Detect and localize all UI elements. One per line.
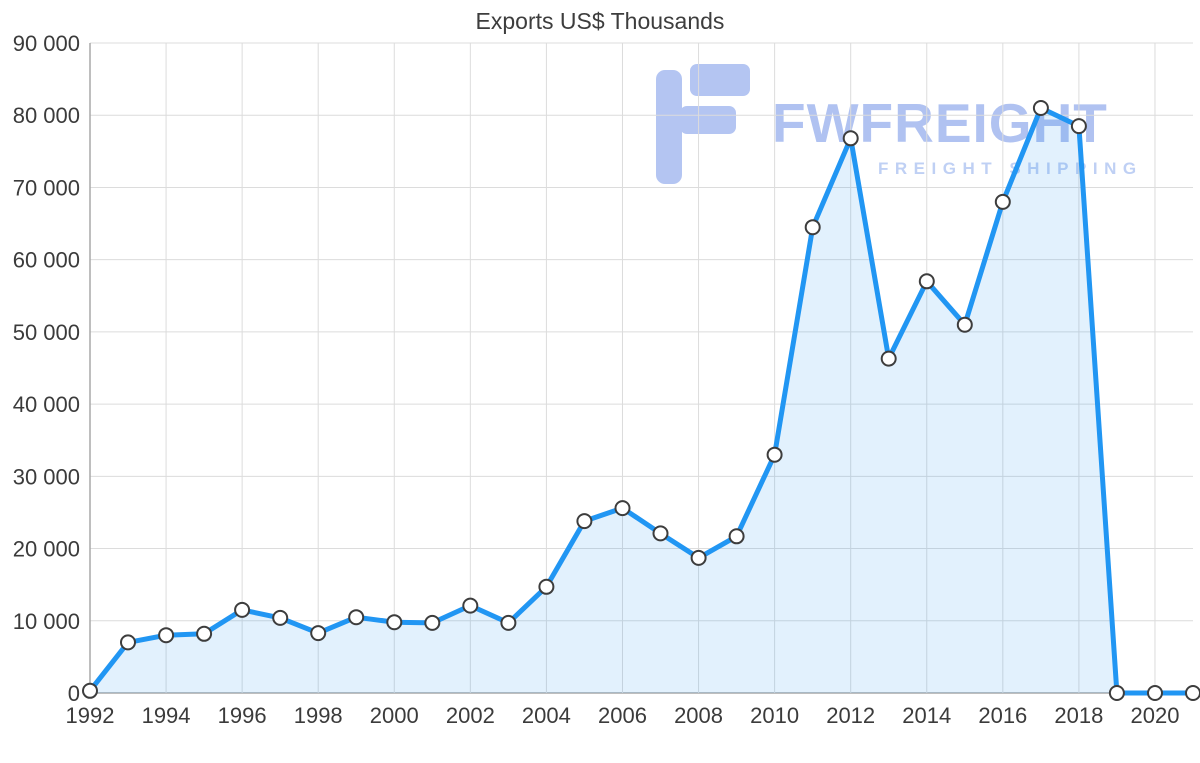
y-axis-tick-label: 30 000 <box>13 464 80 489</box>
data-point[interactable] <box>348 609 365 626</box>
data-point[interactable] <box>462 597 479 614</box>
x-axis-tick-label: 1998 <box>294 703 343 728</box>
data-point[interactable] <box>310 625 327 642</box>
data-point[interactable] <box>842 130 859 147</box>
chart-title: Exports US$ Thousands <box>475 8 725 34</box>
x-axis-tick-label: 2008 <box>674 703 723 728</box>
data-point[interactable] <box>728 528 745 545</box>
x-axis-tick-label: 2012 <box>826 703 875 728</box>
x-axis-tick-label: 1994 <box>142 703 191 728</box>
x-axis-tick-label: 2010 <box>750 703 799 728</box>
data-point[interactable] <box>766 446 783 463</box>
data-point[interactable] <box>1185 685 1200 701</box>
data-point[interactable] <box>614 500 631 517</box>
data-point[interactable] <box>652 525 669 542</box>
y-axis-tick-label: 60 000 <box>13 248 80 273</box>
data-points <box>82 100 1200 701</box>
data-point[interactable] <box>690 549 707 566</box>
y-axis-tick-label: 40 000 <box>13 392 80 417</box>
data-point[interactable] <box>1147 685 1163 701</box>
series-area <box>90 108 1193 693</box>
data-point[interactable] <box>500 614 517 631</box>
data-point[interactable] <box>158 627 175 644</box>
data-point[interactable] <box>386 614 403 631</box>
x-axis-tick-label: 1996 <box>218 703 267 728</box>
y-axis-tick-label: 70 000 <box>13 175 80 200</box>
data-point[interactable] <box>1032 100 1049 116</box>
data-point[interactable] <box>272 609 289 626</box>
data-point[interactable] <box>1070 118 1087 135</box>
data-point[interactable] <box>994 193 1011 210</box>
data-point[interactable] <box>576 513 593 530</box>
data-point[interactable] <box>804 219 821 236</box>
y-axis-tick-label: 80 000 <box>13 103 80 128</box>
x-axis-tick-label: 2016 <box>978 703 1027 728</box>
y-axis-tick-label: 20 000 <box>13 537 80 562</box>
data-point[interactable] <box>880 350 897 367</box>
x-axis-tick-label: 2006 <box>598 703 647 728</box>
data-point[interactable] <box>424 614 441 631</box>
x-axis-tick-label: 2020 <box>1130 703 1179 728</box>
data-point[interactable] <box>82 682 98 699</box>
data-point[interactable] <box>196 625 213 642</box>
y-axis-tick-label: 50 000 <box>13 320 80 345</box>
data-point[interactable] <box>956 316 973 333</box>
watermark-tagline-text: FREIGHT SHIPPING <box>878 159 1143 178</box>
x-axis-tick-label: 2014 <box>902 703 951 728</box>
data-point[interactable] <box>918 273 935 290</box>
fwfreight-logo-icon <box>656 64 750 184</box>
x-axis-tick-label: 2002 <box>446 703 495 728</box>
watermark-brand-text: FWFREIGHT <box>772 92 1108 154</box>
data-point[interactable] <box>1108 685 1125 701</box>
data-point[interactable] <box>120 634 136 651</box>
x-axis-tick-label: 2018 <box>1054 703 1103 728</box>
x-axis-tick-label: 1992 <box>66 703 115 728</box>
y-axis-tick-label: 90 000 <box>13 31 80 56</box>
watermark: FWFREIGHT FREIGHT SHIPPING <box>648 62 1158 194</box>
y-axis-tick-label: 10 000 <box>13 609 80 634</box>
y-axis-tick-label: 0 <box>68 681 80 706</box>
x-axis-tick-label: 2000 <box>370 703 419 728</box>
x-axis-tick-label: 2004 <box>522 703 571 728</box>
data-point[interactable] <box>234 601 251 618</box>
data-point[interactable] <box>538 578 555 595</box>
